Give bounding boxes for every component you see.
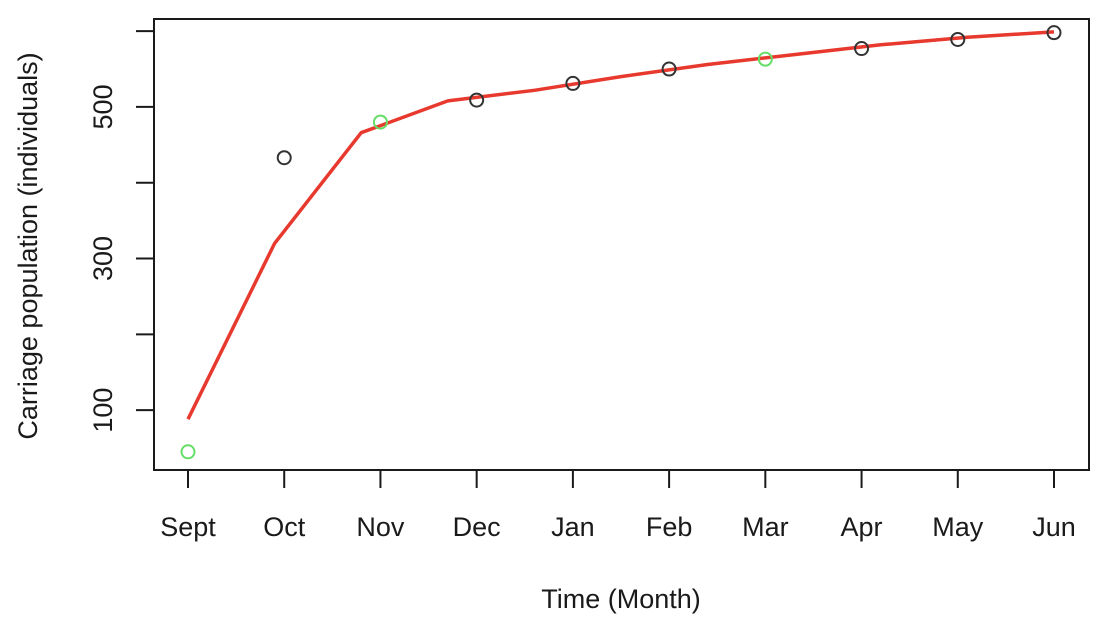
data-point <box>372 114 388 130</box>
x-tick-label: Oct <box>263 512 306 542</box>
plot-frame <box>153 18 1090 471</box>
x-axis: Sept Oct Nov Dec Jan Feb Mar Apr May Jun <box>160 469 1076 542</box>
y-axis-title: Carriage population (individuals) <box>13 52 43 439</box>
data-point <box>1046 25 1062 41</box>
data-point <box>469 92 485 108</box>
y-tick-label: 100 <box>88 388 118 433</box>
data-point <box>950 31 966 47</box>
data-point <box>757 51 773 67</box>
x-tick-label: May <box>932 512 984 542</box>
x-tick-label: Feb <box>646 512 693 542</box>
fitted-line <box>186 30 1055 420</box>
data-point <box>661 61 677 77</box>
x-tick-label: Sept <box>160 512 216 542</box>
x-axis-title: Time (Month) <box>541 584 701 614</box>
data-point <box>276 150 292 166</box>
y-tick-label: 500 <box>88 84 118 129</box>
x-tick-label: Mar <box>742 512 789 542</box>
y-axis: 100 300 500 <box>88 30 155 433</box>
y-tick-label: 300 <box>88 236 118 281</box>
series-layer <box>180 25 1062 460</box>
x-tick-label: Nov <box>356 512 405 542</box>
data-point <box>565 75 581 91</box>
data-point <box>180 444 196 460</box>
x-tick-label: Jan <box>551 512 595 542</box>
x-tick-label: Dec <box>453 512 501 542</box>
x-tick-label: Jun <box>1032 512 1076 542</box>
x-tick-label: Apr <box>841 512 883 542</box>
data-point <box>854 41 870 57</box>
